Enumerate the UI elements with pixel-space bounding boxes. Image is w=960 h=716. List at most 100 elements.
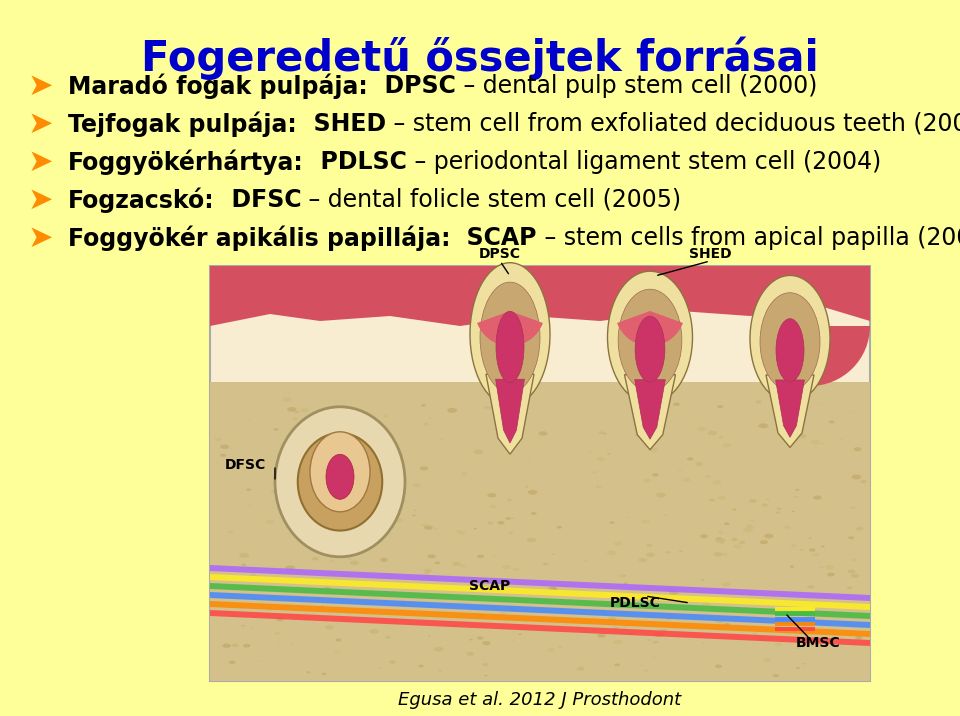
Ellipse shape (452, 444, 461, 448)
Ellipse shape (627, 516, 631, 518)
Ellipse shape (485, 674, 488, 677)
Ellipse shape (477, 614, 484, 617)
Ellipse shape (250, 627, 252, 628)
Ellipse shape (384, 415, 388, 417)
Ellipse shape (300, 526, 305, 529)
Ellipse shape (624, 582, 628, 584)
Polygon shape (210, 592, 870, 628)
Ellipse shape (223, 644, 231, 648)
FancyBboxPatch shape (775, 612, 815, 616)
Ellipse shape (452, 562, 461, 566)
Ellipse shape (687, 458, 693, 460)
Ellipse shape (859, 513, 862, 515)
Ellipse shape (654, 657, 656, 658)
Ellipse shape (813, 495, 822, 500)
Ellipse shape (664, 514, 668, 516)
Ellipse shape (822, 443, 825, 445)
Ellipse shape (613, 640, 622, 644)
Ellipse shape (473, 518, 481, 522)
Ellipse shape (441, 405, 450, 410)
Ellipse shape (275, 465, 284, 470)
Text: DPSC: DPSC (368, 74, 456, 98)
Ellipse shape (722, 582, 731, 586)
Text: – dental folicle stem cell (2005): – dental folicle stem cell (2005) (301, 188, 682, 212)
Ellipse shape (465, 615, 471, 618)
Polygon shape (766, 375, 814, 448)
Ellipse shape (399, 603, 406, 606)
Ellipse shape (614, 541, 622, 546)
Ellipse shape (637, 594, 645, 598)
FancyBboxPatch shape (775, 617, 815, 621)
Ellipse shape (537, 546, 539, 548)
Ellipse shape (619, 512, 626, 516)
Ellipse shape (638, 558, 647, 562)
Ellipse shape (370, 477, 379, 481)
Ellipse shape (435, 561, 441, 564)
Ellipse shape (643, 478, 651, 483)
Ellipse shape (520, 412, 525, 414)
Ellipse shape (756, 400, 762, 403)
Ellipse shape (527, 538, 536, 542)
Ellipse shape (312, 557, 319, 561)
Ellipse shape (852, 594, 859, 598)
Ellipse shape (859, 598, 862, 599)
Ellipse shape (313, 508, 317, 511)
Ellipse shape (655, 579, 664, 584)
Ellipse shape (856, 527, 863, 531)
Ellipse shape (612, 627, 619, 630)
Ellipse shape (766, 498, 769, 500)
Ellipse shape (303, 421, 306, 422)
Ellipse shape (614, 664, 620, 667)
Ellipse shape (851, 574, 859, 578)
Ellipse shape (502, 565, 511, 569)
Ellipse shape (666, 617, 671, 620)
Ellipse shape (428, 425, 436, 429)
Ellipse shape (349, 544, 357, 548)
Ellipse shape (414, 510, 416, 511)
Ellipse shape (852, 475, 861, 480)
Text: Foggyökérhártya:: Foggyökérhártya: (68, 149, 303, 175)
Ellipse shape (653, 667, 658, 669)
Ellipse shape (520, 601, 525, 603)
Ellipse shape (853, 448, 861, 451)
Ellipse shape (300, 436, 305, 439)
Ellipse shape (384, 405, 392, 410)
Text: Maradó fogak pulpája:: Maradó fogak pulpája: (68, 73, 368, 99)
Polygon shape (635, 379, 665, 439)
Ellipse shape (350, 561, 359, 565)
Ellipse shape (715, 619, 725, 624)
Ellipse shape (252, 444, 255, 445)
Ellipse shape (683, 478, 690, 482)
Ellipse shape (809, 548, 816, 552)
Ellipse shape (745, 646, 747, 647)
Ellipse shape (647, 639, 651, 642)
Ellipse shape (592, 471, 597, 473)
Ellipse shape (724, 623, 731, 626)
Ellipse shape (466, 498, 468, 499)
Ellipse shape (220, 454, 227, 457)
Ellipse shape (702, 602, 710, 606)
Ellipse shape (323, 418, 329, 421)
Ellipse shape (341, 546, 343, 547)
Ellipse shape (607, 551, 616, 556)
Ellipse shape (412, 515, 416, 516)
Ellipse shape (649, 448, 659, 453)
Ellipse shape (809, 611, 811, 613)
Ellipse shape (788, 419, 794, 422)
Ellipse shape (310, 432, 370, 512)
Ellipse shape (860, 480, 867, 483)
Ellipse shape (645, 444, 647, 445)
Ellipse shape (420, 404, 426, 407)
Wedge shape (617, 311, 683, 346)
Ellipse shape (776, 319, 804, 382)
Ellipse shape (364, 573, 369, 576)
Ellipse shape (439, 670, 442, 672)
Ellipse shape (275, 632, 280, 635)
Ellipse shape (276, 617, 284, 621)
Text: Egusa et al. 2012 J Prosthodont: Egusa et al. 2012 J Prosthodont (398, 691, 682, 709)
Text: – periodontal ligament stem cell (2004): – periodontal ligament stem cell (2004) (407, 150, 881, 174)
Ellipse shape (326, 454, 354, 499)
Ellipse shape (473, 528, 477, 529)
Ellipse shape (597, 457, 605, 461)
Ellipse shape (292, 643, 294, 644)
